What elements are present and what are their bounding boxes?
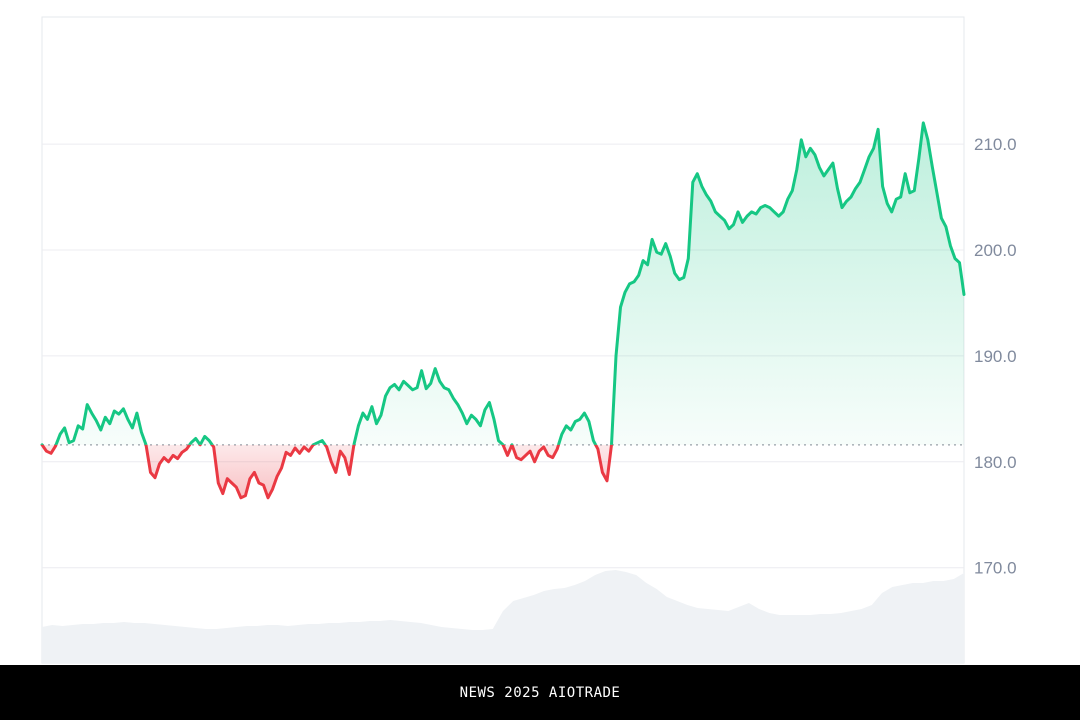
volume-layer: [42, 570, 964, 663]
footer-text: NEWS 2025 AIOTRADE: [459, 684, 621, 701]
y-tick-label: 170.0: [974, 559, 1017, 578]
y-tick-label: 200.0: [974, 241, 1017, 260]
volume-area: [42, 570, 964, 663]
price-line-up: [40, 121, 966, 445]
y-axis: 210.0 200.0 190.0 180.0 170.0: [974, 135, 1017, 578]
y-tick-label: 190.0: [974, 347, 1017, 366]
footer-bar: NEWS 2025 AIOTRADE: [0, 665, 1080, 720]
y-tick-label: 180.0: [974, 453, 1017, 472]
y-tick-label: 210.0: [974, 135, 1017, 154]
area-above-baseline: [42, 122, 964, 445]
price-chart: 210.0 200.0 190.0 180.0 170.0: [40, 16, 1017, 664]
